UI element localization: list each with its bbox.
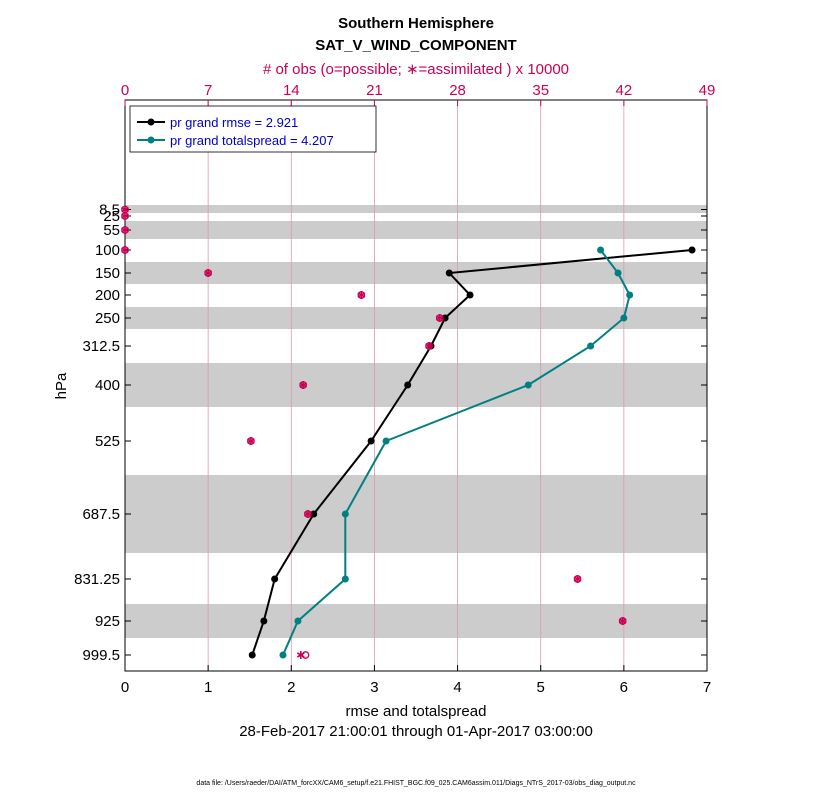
rmse-point	[367, 437, 375, 445]
obs-assimilated-marker	[435, 315, 444, 321]
totalspread-point	[614, 269, 622, 277]
y-tick-label: 150	[95, 265, 120, 282]
totalspread-point	[294, 617, 302, 625]
shaded-band	[125, 604, 707, 638]
obs-assimilated-marker	[304, 511, 312, 517]
obs-assimilated-marker	[425, 343, 433, 349]
obs-assimilated-marker	[357, 292, 366, 298]
obs-count-markers	[121, 205, 627, 659]
y-tick-label: 250	[95, 310, 120, 327]
rmse-point	[404, 381, 412, 389]
legend-box	[129, 105, 377, 153]
top-tick-label: 28	[449, 82, 466, 99]
rmse-point	[688, 246, 696, 254]
series-layer	[248, 246, 696, 659]
totalspread-point	[620, 314, 628, 322]
obs-assimilated-marker	[204, 270, 213, 276]
rmse-point	[466, 291, 474, 299]
rmse-point	[310, 510, 318, 518]
rmse-point	[445, 269, 453, 277]
totalspread-point	[341, 510, 349, 518]
obs-assimilated-marker	[618, 618, 627, 624]
x-tick-label: 7	[703, 679, 711, 696]
x-tick-label: 6	[620, 679, 628, 696]
y-tick-label: 8.5	[99, 202, 120, 219]
totalspread-point	[524, 381, 532, 389]
x-tick-label: 2	[287, 679, 295, 696]
obs-assimilated-marker	[121, 227, 129, 233]
y-axis-label: hPa	[53, 372, 70, 399]
totalspread-point	[279, 651, 287, 659]
top-tick-label: 14	[283, 82, 300, 99]
obs-assimilated-marker	[296, 652, 305, 658]
legend-rmse-label: pr grand rmse = 2.921	[170, 115, 298, 130]
chart-title-line1: Southern Hemisphere	[338, 15, 494, 32]
date-range: 28-Feb-2017 21:00:01 through 01-Apr-2017…	[239, 723, 593, 740]
obs-assimilated-marker	[573, 576, 582, 582]
totalspread-point	[587, 342, 595, 350]
totalspread-point	[382, 437, 390, 445]
y-tick-label: 100	[95, 242, 120, 259]
y-tick-label: 687.5	[82, 506, 120, 523]
vertical-gridlines	[207, 100, 625, 671]
top-tick-label: 35	[532, 82, 549, 99]
x-tick-label: 3	[370, 679, 378, 696]
y-tick-label: 925	[95, 613, 120, 630]
obs-assimilated-marker	[247, 438, 255, 444]
y-tick-label: 200	[95, 287, 120, 304]
legend-spread-label: pr grand totalspread = 4.207	[170, 133, 334, 148]
obs-assimilated-marker	[121, 206, 129, 213]
y-tick-label: 525	[95, 433, 120, 450]
shaded-band	[125, 262, 707, 284]
rmse-point	[271, 575, 279, 583]
y-tick-label: 400	[95, 377, 120, 394]
legend-rmse-marker	[147, 118, 155, 126]
totalspread-point	[626, 291, 634, 299]
top-tick-label: 7	[204, 82, 212, 99]
y-tick-label: 999.5	[82, 647, 120, 664]
footnote: data file: /Users/raeder/DAI/ATM_forcXX/…	[196, 780, 636, 787]
shaded-band	[125, 221, 707, 239]
y-tick-label: 831.25	[74, 571, 120, 588]
obs-assimilated-marker	[299, 382, 308, 388]
legend: pr grand rmse = 2.921 pr grand totalspre…	[129, 105, 377, 153]
shaded-bands	[125, 205, 707, 638]
top-tick-label: 0	[121, 82, 129, 99]
shaded-band	[125, 475, 707, 553]
bottom-axis: 0 1 2 3 4 5 6 7	[121, 665, 711, 696]
x-tick-label: 0	[121, 679, 129, 696]
legend-spread-marker	[147, 136, 155, 144]
chart-title-line2: SAT_V_WIND_COMPONENT	[315, 37, 516, 54]
x-axis-label: rmse and totalspread	[346, 703, 487, 720]
shaded-band	[125, 307, 707, 329]
obs-assimilated-marker	[121, 213, 129, 219]
top-tick-label: 21	[366, 82, 383, 99]
rmse-point	[248, 651, 256, 659]
y-tick-label: 312.5	[82, 338, 120, 355]
obs-assimilated-marker	[121, 247, 129, 253]
rmse-point	[260, 617, 268, 625]
x-tick-label: 4	[453, 679, 461, 696]
top-axis-label: # of obs (o=possible; ∗=assimilated ) x …	[263, 61, 569, 78]
y-tick-label: 25	[103, 208, 120, 225]
top-axis: 0 7 14 21 28 35 42 49	[121, 82, 716, 106]
x-tick-label: 1	[204, 679, 212, 696]
totalspread-point	[597, 246, 605, 254]
totalspread-point	[341, 575, 349, 583]
shaded-band	[125, 205, 707, 213]
top-tick-label: 49	[699, 82, 716, 99]
y-tick-label: 55	[103, 222, 120, 239]
top-tick-label: 42	[616, 82, 633, 99]
x-tick-label: 5	[537, 679, 545, 696]
